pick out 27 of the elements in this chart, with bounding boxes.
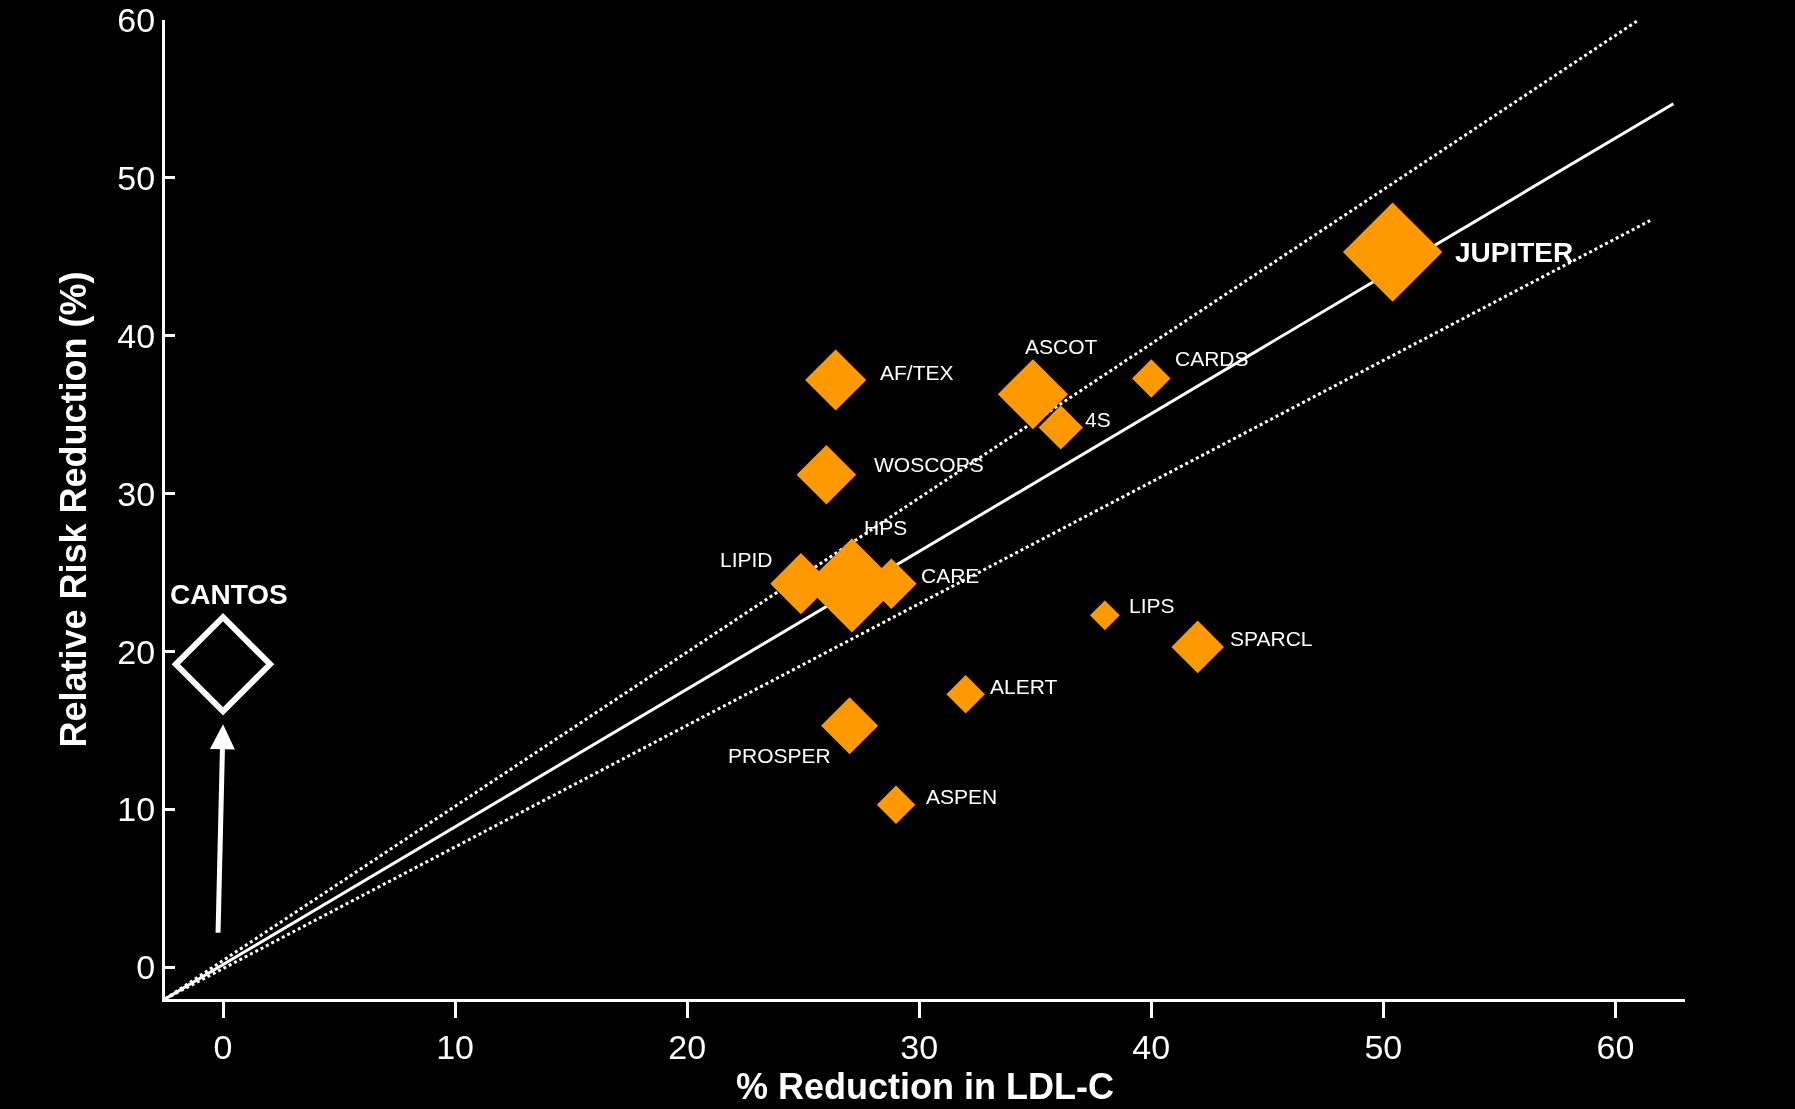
- annotation: LIPS: [1129, 594, 1175, 617]
- y-tick-label: 20: [117, 632, 156, 671]
- annotation: PROSPER: [728, 744, 831, 767]
- x-tick-label: 60: [1596, 1027, 1635, 1066]
- annotation: AF/TEX: [880, 361, 954, 384]
- y-tick-label: 30: [117, 474, 156, 513]
- y-tick-label: 10: [117, 790, 156, 829]
- y-tick-label: 60: [117, 0, 156, 39]
- x-tick-label: 10: [436, 1027, 474, 1066]
- y-tick-label: 40: [117, 316, 156, 355]
- x-tick-label: 20: [668, 1027, 707, 1066]
- annotation: ASPEN: [926, 785, 998, 808]
- annotation: ASCOT: [1025, 335, 1098, 358]
- annotation: SPARCL: [1230, 627, 1313, 650]
- annotation: JUPITER: [1455, 237, 1574, 268]
- y-axis-title: Relative Risk Reduction (%): [53, 271, 95, 748]
- x-tick-label: 0: [213, 1027, 233, 1066]
- x-tick-label: 30: [900, 1027, 939, 1066]
- annotation: ALERT: [990, 675, 1058, 698]
- x-tick-label: 40: [1132, 1027, 1171, 1066]
- annotation: LIPID: [720, 548, 773, 571]
- x-tick-label: 50: [1364, 1027, 1403, 1066]
- y-tick-label: 50: [117, 158, 156, 197]
- y-tick-label: 0: [136, 948, 156, 987]
- annotation: CANTOS: [170, 579, 288, 610]
- x-axis-title: % Reduction in LDL-C: [736, 1065, 1114, 1107]
- annotation: 4S: [1085, 408, 1111, 431]
